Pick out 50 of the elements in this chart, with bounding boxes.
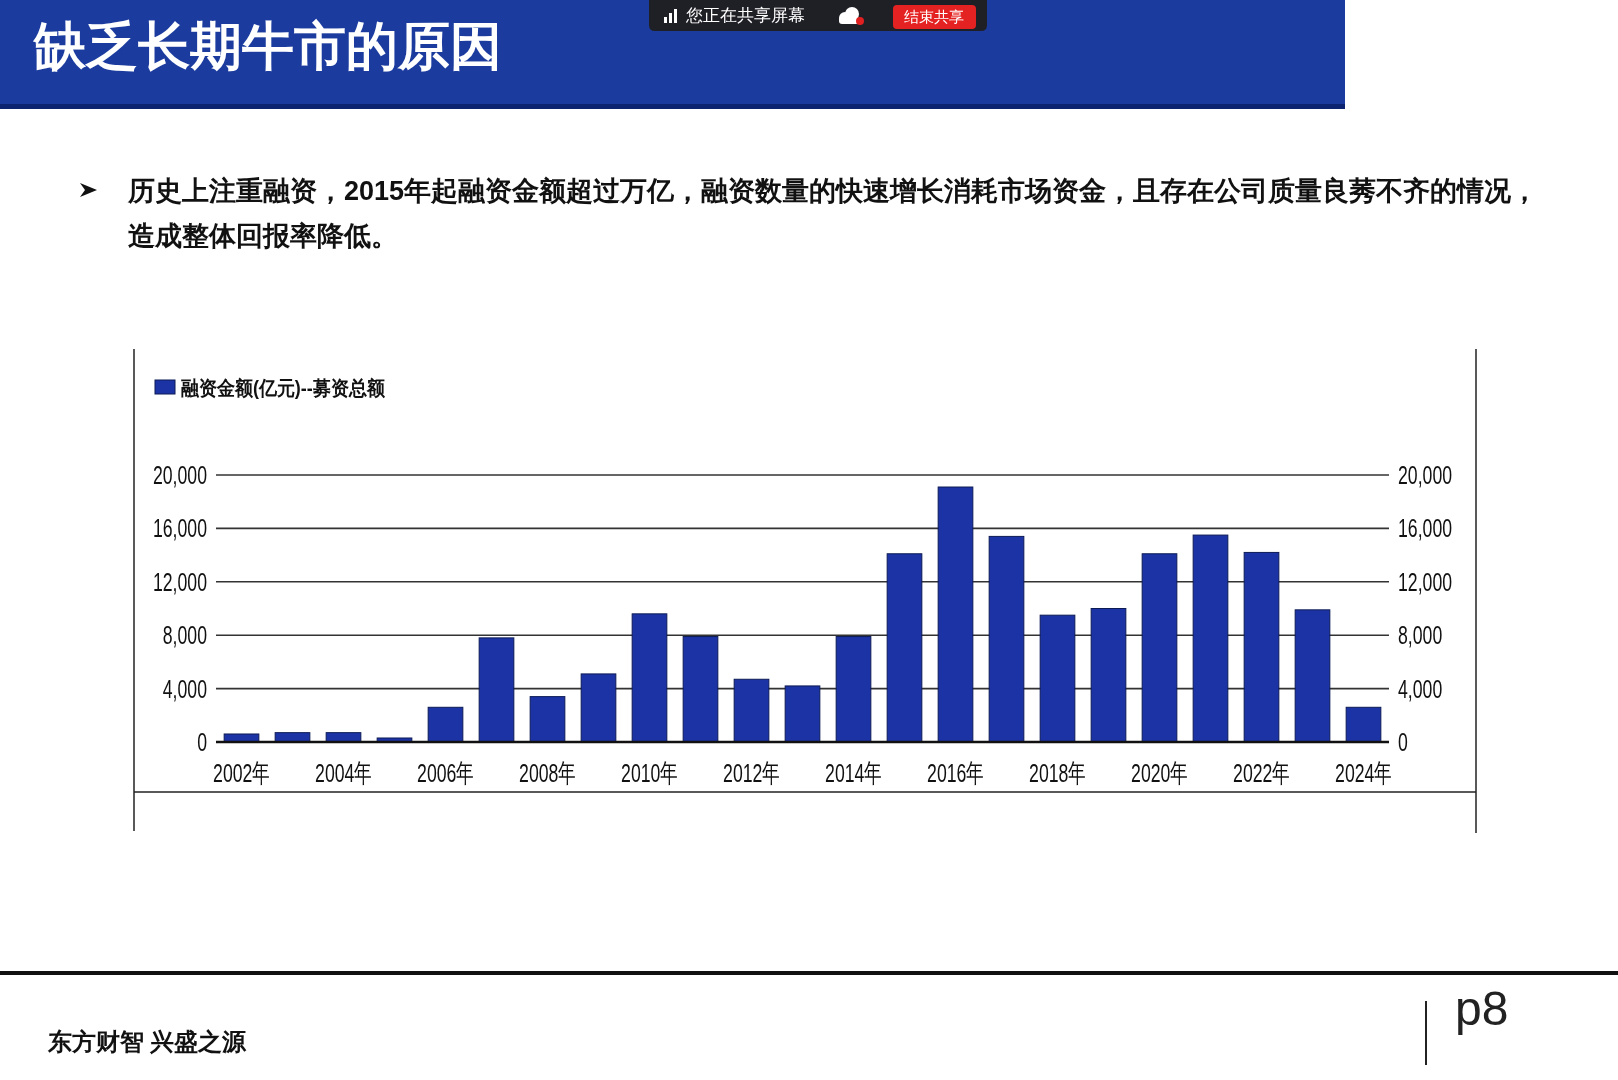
bar: [1039, 614, 1076, 743]
x-tick-label: 2022年: [1233, 758, 1290, 788]
x-tick-label: 2014年: [825, 758, 882, 788]
bar: [1294, 609, 1331, 743]
bar: [733, 678, 770, 743]
x-tick-label: 2002年: [213, 758, 270, 788]
bar: [1090, 608, 1127, 743]
bar: [478, 637, 515, 743]
bar: [1141, 553, 1178, 743]
x-tick-label: 2006年: [417, 758, 474, 788]
y-tick-label: 0: [197, 727, 207, 757]
x-tick-label: 2016年: [927, 758, 984, 788]
annotation: 结束共享: [904, 8, 964, 25]
y-tick-label: 16,000: [152, 514, 207, 544]
bar: [988, 535, 1025, 743]
y-tick-label: 12,000: [152, 567, 207, 597]
bar: [1345, 706, 1382, 743]
bar: [580, 673, 617, 743]
x-tick-label: 2010年: [621, 758, 678, 788]
x-tick-label: 2008年: [519, 758, 576, 788]
bar: [784, 685, 821, 743]
bar: [427, 706, 464, 743]
subtitle: 历史上注重融资，2015年起融资金额超过万亿，融资数量的快速增长消耗市场资金，且存在公司质量良莠不齐的情况，造成整体回报率降低。: [128, 176, 1539, 251]
y2-tick-label: 8,000: [1398, 620, 1443, 651]
bar: [1192, 534, 1229, 743]
title: 缺乏长期牛市的原因: [34, 17, 502, 75]
x-tick-label: 2024年: [1335, 758, 1392, 788]
y2-tick-label: 16,000: [1398, 514, 1453, 544]
bar: [529, 696, 566, 743]
legend: 融资金额(亿元)--募资总额: [154, 377, 385, 400]
y-tick-label: 8,000: [162, 620, 207, 651]
y-tick-label: 20,000: [152, 460, 207, 490]
bar: [682, 636, 719, 743]
x-tick-label: 2018年: [1029, 758, 1086, 788]
y2-tick-label: 12,000: [1398, 567, 1453, 597]
annotation: 您正在共享屏幕: [686, 6, 805, 25]
y-tick-label: 4,000: [162, 674, 207, 704]
bar: [937, 486, 974, 743]
x-tick-label: 2020年: [1131, 758, 1188, 788]
annotation: p8: [1455, 982, 1509, 1035]
bar: [631, 613, 668, 743]
x-tick-label: 2012年: [723, 758, 780, 788]
y2-tick-label: 0: [1398, 727, 1408, 757]
y2-tick-label: 4,000: [1398, 674, 1443, 704]
bar: [886, 553, 923, 743]
annotation: 东方财智 兴盛之源: [48, 1029, 246, 1055]
y2-tick-label: 20,000: [1398, 460, 1453, 490]
bar: [1243, 551, 1280, 743]
bar: [835, 636, 872, 743]
x-tick-label: 2004年: [315, 758, 372, 788]
